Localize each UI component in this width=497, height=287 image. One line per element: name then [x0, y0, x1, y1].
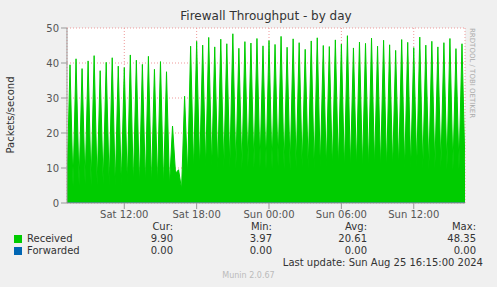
- html-text:3.97: 3.97: [249, 233, 272, 244]
- html-text:Last update: Sun Aug 25 16:15:: Last update: Sun Aug 25 16:15:00 2024: [282, 257, 483, 268]
- html-text:Packets/second: Packets/second: [4, 76, 16, 154]
- svg-text:40: 40: [46, 58, 59, 69]
- html-text:0.00: 0.00: [150, 245, 173, 256]
- svg-text:10: 10: [46, 163, 59, 174]
- svg-text:Sun 06:00: Sun 06:00: [316, 209, 367, 220]
- html-text:0.00: 0.00: [453, 245, 476, 256]
- html-text:Received: Received: [27, 233, 73, 244]
- html-text:0.00: 0.00: [249, 245, 272, 256]
- svg-text:Sat 12:00: Sat 12:00: [100, 209, 148, 220]
- svg-text:50: 50: [46, 23, 59, 34]
- html-text:9.90: 9.90: [150, 233, 173, 244]
- html-text:Forwarded: Forwarded: [27, 245, 80, 256]
- svg-text:30: 30: [46, 93, 59, 104]
- html-text:Max:: Max:: [452, 221, 476, 232]
- html-text:0.00: 0.00: [344, 245, 367, 256]
- html-text:RRDTOOL / TOBI OETIKER: RRDTOOL / TOBI OETIKER: [468, 28, 476, 119]
- svg-text:Sun 00:00: Sun 00:00: [243, 209, 294, 220]
- html-text:Avg:: Avg:: [345, 221, 367, 232]
- svg-text:Sun 12:00: Sun 12:00: [388, 209, 439, 220]
- svg-text:Sat 18:00: Sat 18:00: [172, 209, 220, 220]
- svg-text:0: 0: [53, 198, 59, 209]
- html-text:Cur:: Cur:: [152, 221, 173, 232]
- html-text:Min:: Min:: [250, 221, 272, 232]
- html-text:48.35: 48.35: [447, 233, 476, 244]
- html-text:Firewall Throughput - by day: Firewall Throughput - by day: [180, 9, 352, 23]
- html-text:Munin 2.0.67: Munin 2.0.67: [222, 271, 275, 280]
- svg-text:20: 20: [46, 128, 59, 139]
- html-text:20.61: 20.61: [338, 233, 367, 244]
